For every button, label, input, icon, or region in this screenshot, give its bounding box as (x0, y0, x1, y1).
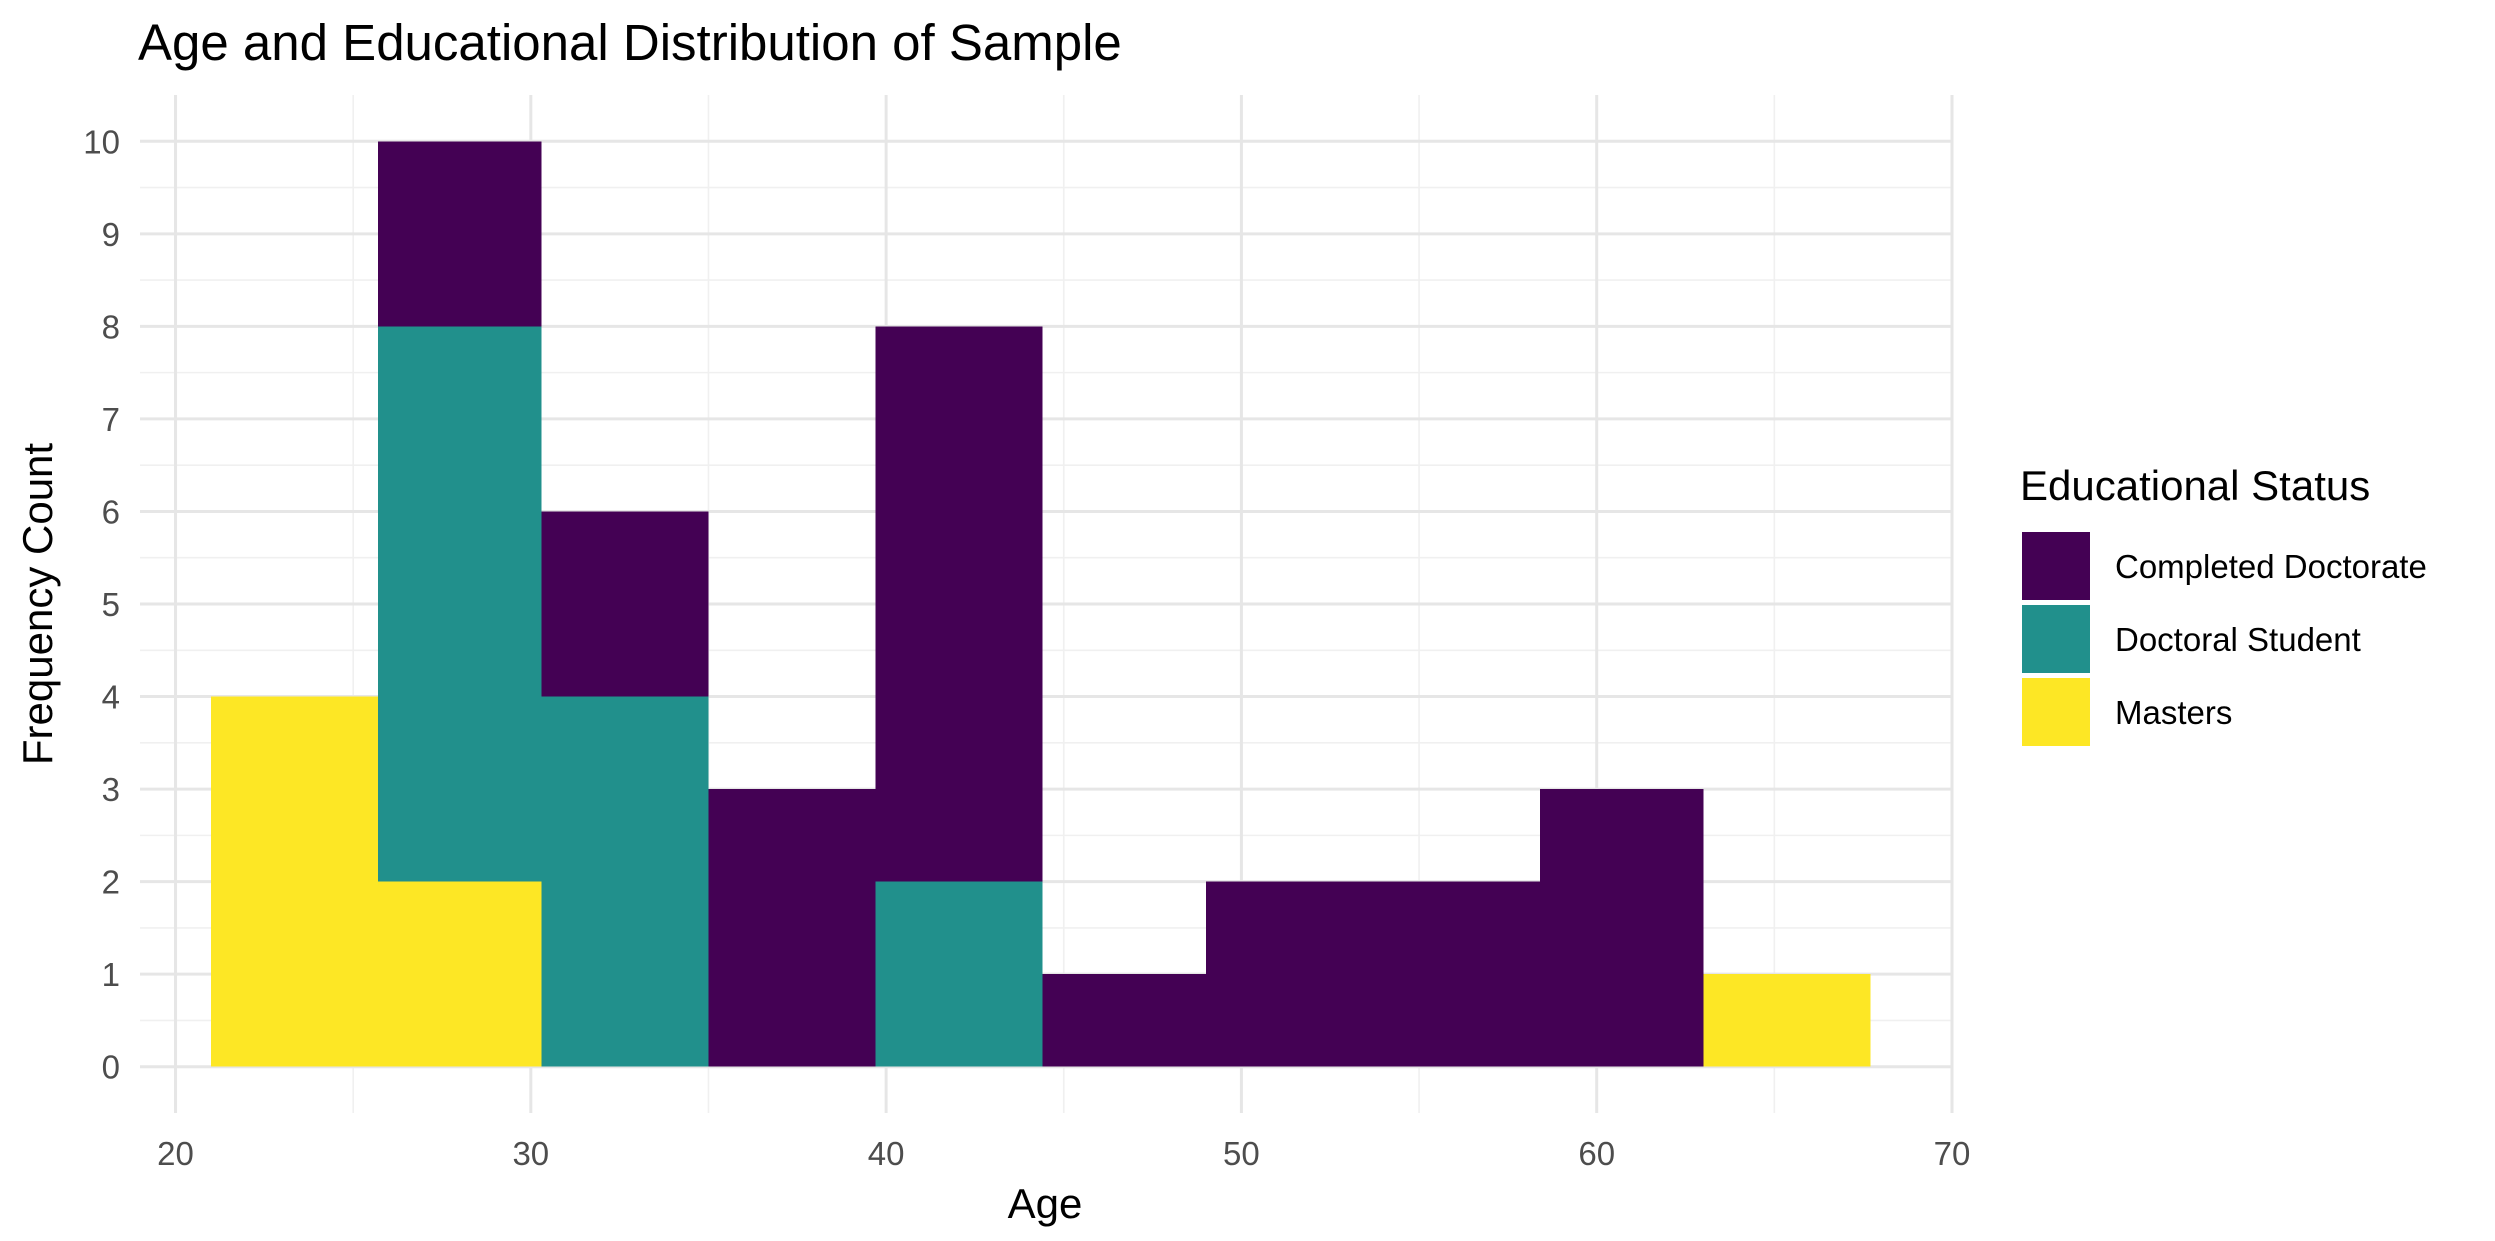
y-tick-label: 6 (102, 493, 120, 530)
y-tick-label: 10 (83, 123, 120, 160)
legend-title: Educational Status (2020, 462, 2370, 509)
y-tick-label: 7 (102, 401, 120, 438)
y-tick-label: 3 (102, 771, 120, 808)
x-tick-label: 30 (512, 1135, 549, 1172)
chart-title: Age and Educational Distribution of Samp… (138, 14, 1122, 71)
bar-completed-doctorate-bin-7 (1205, 881, 1373, 1067)
bar-completed-doctorate-bin-8 (1372, 881, 1540, 1067)
x-tick-label: 70 (1934, 1135, 1971, 1172)
legend-swatch (2022, 678, 2090, 746)
legend-items: Completed Doctorate Doctoral Student Maste… (2022, 532, 2427, 746)
bar-masters-bin-1 (211, 696, 379, 1067)
y-axis-title: Frequency Count (14, 443, 61, 766)
bar-completed-doctorate-bin-3 (541, 511, 709, 697)
y-tick-label: 0 (102, 1049, 120, 1086)
y-tick-label: 1 (102, 956, 120, 993)
bar-doctoral-student-bin-3 (541, 696, 709, 1067)
legend: Educational Status Completed Doctorate Do… (2020, 462, 2427, 746)
y-tick-label: 9 (102, 216, 120, 253)
legend-label: Doctoral Student (2115, 621, 2361, 658)
bar-completed-doctorate-bin-2 (378, 141, 542, 327)
y-axis-ticks: 0 1 2 3 4 5 6 7 8 9 10 (83, 123, 120, 1085)
x-tick-label: 40 (868, 1135, 905, 1172)
x-axis-ticks: 20 30 40 50 60 70 (157, 1135, 1970, 1172)
y-tick-label: 4 (102, 679, 120, 716)
bar-doctoral-student-bin-5 (875, 881, 1043, 1067)
legend-label: Completed Doctorate (2115, 548, 2427, 585)
bar-masters-bin-2 (378, 881, 542, 1067)
y-tick-label: 8 (102, 308, 120, 345)
bar-doctoral-student-bin-2 (378, 326, 542, 882)
y-tick-label: 2 (102, 864, 120, 901)
x-tick-label: 50 (1223, 1135, 1260, 1172)
y-tick-label: 5 (102, 586, 120, 623)
legend-swatch (2022, 605, 2090, 673)
histogram-bars (211, 141, 1871, 1067)
bar-completed-doctorate-bin-9 (1539, 789, 1704, 1067)
bar-completed-doctorate-bin-4 (708, 789, 876, 1067)
x-tick-label: 20 (157, 1135, 194, 1172)
bar-completed-doctorate-bin-6 (1042, 974, 1206, 1067)
bar-masters-bin-10 (1703, 974, 1871, 1067)
x-axis-title: Age (1008, 1180, 1083, 1227)
bar-completed-doctorate-bin-5 (875, 326, 1043, 882)
legend-swatch (2022, 532, 2090, 600)
x-tick-label: 60 (1578, 1135, 1615, 1172)
legend-label: Masters (2115, 694, 2232, 731)
